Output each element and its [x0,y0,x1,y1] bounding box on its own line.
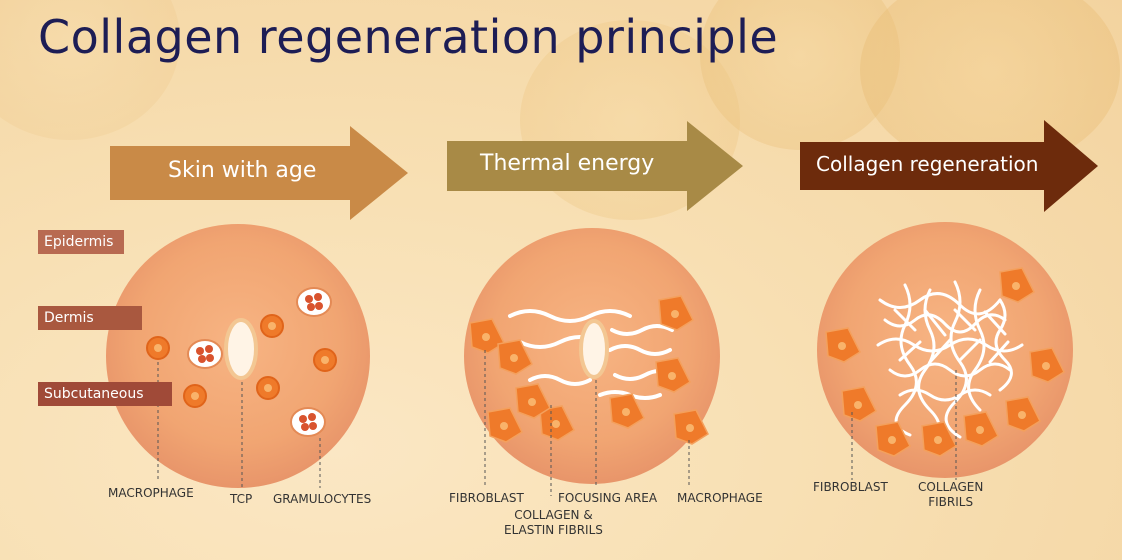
step-label-skin-with-age: Skin with age [168,158,317,183]
label-fibroblast: FIBROBLAST [449,491,524,505]
collagen-fibril-mesh [876,280,1024,442]
granulocyte-cell [187,339,223,369]
label-collagen-elastin-fibrils: COLLAGEN & ELASTIN FIBRILS [504,508,603,537]
label-granulocytes: GRAMULOCYTES [273,492,372,506]
label-macrophage: MACROPHAGE [108,486,194,500]
granulocyte-cell [296,287,332,317]
macrophage-cell [260,314,284,338]
label-focusing-area: FOCUSING AREA [558,491,658,505]
layer-label-subcutaneous: Subcutaneous [38,382,172,406]
tcp-cell [224,318,258,380]
granulocyte-cell [290,407,326,437]
step-arrow-skin-with-age [110,126,408,220]
step-arrow-thermal-energy [447,121,743,211]
label-collagen-fibrils: COLLAGEN FIBRILS [918,480,984,509]
background-bubble [700,0,900,150]
label-macrophage: MACROPHAGE [677,491,763,505]
macrophage-cell [146,336,170,360]
macrophage-cell [183,384,207,408]
macrophage-cell [313,348,337,372]
page-title: Collagen regeneration principle [38,10,779,64]
arrow-shape [110,126,408,220]
focusing-area-cell [579,319,609,379]
background-bubble [860,0,1120,170]
layer-label-dermis: Dermis [38,306,142,330]
arrow-shape [447,121,743,211]
macrophage-cell [256,376,280,400]
label-fibroblast: FIBROBLAST [813,480,888,494]
step-label-thermal-energy: Thermal energy [480,151,655,176]
step-arrow-collagen-regeneration [800,120,1098,212]
arrow-shape [800,120,1098,212]
layer-label-epidermis: Epidermis [38,230,124,254]
step-label-collagen-regeneration: Collagen regeneration [816,152,1039,176]
label-tcp: TCP [230,492,253,506]
